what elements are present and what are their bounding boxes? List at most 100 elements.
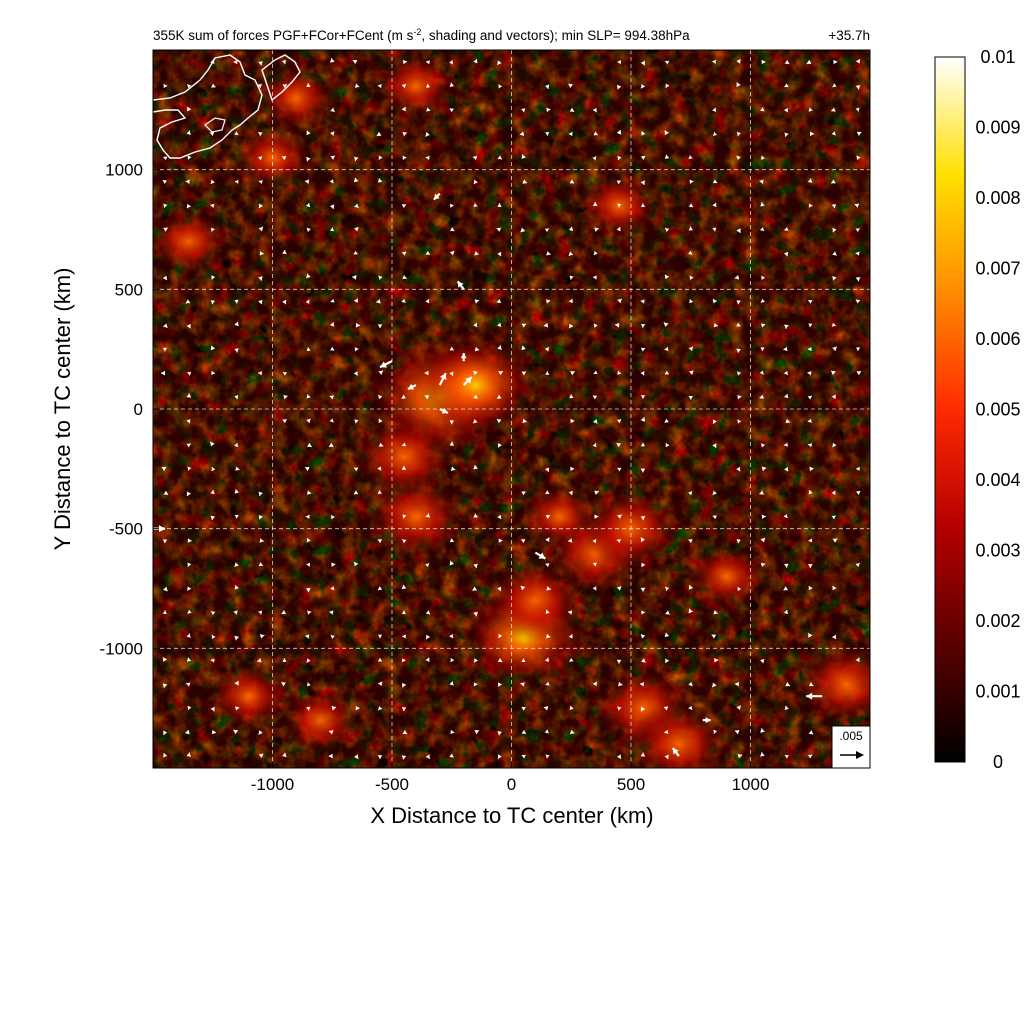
force-vector-head	[521, 108, 526, 113]
force-vector-head	[377, 681, 383, 687]
force-vector-head	[760, 537, 765, 543]
force-vector-head	[425, 250, 430, 255]
force-vector-head	[187, 106, 192, 112]
force-vector-head	[713, 729, 718, 734]
force-vector-head	[546, 107, 551, 113]
force-vector-head	[545, 515, 550, 520]
force-vector-head	[760, 107, 765, 112]
force-vector-head	[832, 346, 837, 352]
force-vector-head	[257, 84, 263, 89]
force-vector-head	[808, 730, 814, 735]
force-vector-head	[449, 203, 454, 208]
force-vector-head	[234, 179, 239, 184]
force-vector-head	[761, 155, 765, 160]
force-vector-head	[616, 586, 622, 591]
force-vector-head	[808, 323, 813, 328]
force-vector-head	[617, 203, 622, 208]
force-vector-head	[663, 706, 669, 711]
force-vector-head	[807, 371, 812, 376]
force-vector-head	[449, 560, 455, 566]
force-vector-head	[426, 107, 431, 112]
force-vector-head	[498, 682, 502, 687]
force-vector-head	[833, 59, 838, 65]
force-vector-head	[305, 706, 311, 711]
force-vector-head	[736, 300, 741, 305]
force-vector-head	[784, 442, 788, 447]
force-vector-head	[664, 632, 670, 638]
force-vector-head	[616, 754, 622, 759]
force-vector-head	[354, 467, 359, 472]
force-vector-head	[497, 754, 502, 759]
force-vector-head	[736, 322, 741, 327]
force-vector-head	[234, 321, 239, 327]
force-vector-head	[832, 251, 837, 256]
force-vector-head	[783, 586, 789, 591]
heatmap-hotspots	[153, 53, 870, 768]
force-vector-head	[424, 370, 429, 376]
force-vector-head	[353, 371, 358, 376]
force-vector-head	[306, 130, 311, 136]
reference-vector-box	[831, 725, 871, 769]
force-vector-head	[306, 273, 311, 279]
force-vector-head	[593, 370, 598, 375]
force-vector-head	[808, 633, 813, 638]
force-vector-head	[688, 395, 693, 400]
force-vector-head	[856, 490, 861, 496]
force-vector-head	[832, 442, 837, 448]
force-vector-head	[211, 83, 216, 88]
force-vector-head	[593, 275, 597, 280]
force-vector-head	[472, 586, 478, 591]
x-tick-label: -500	[375, 775, 409, 794]
force-vector-head	[473, 59, 478, 64]
force-vector-head	[689, 299, 694, 304]
force-vector-head	[569, 705, 574, 710]
force-vector-head	[281, 59, 286, 64]
force-vector-head	[617, 155, 622, 161]
force-vector-head	[306, 156, 311, 162]
force-vector-head	[712, 179, 718, 184]
force-vector-head	[809, 466, 814, 472]
force-vector-head	[497, 394, 502, 399]
force-vector-head	[439, 373, 447, 381]
force-vector-head	[329, 322, 335, 327]
force-vector-head	[425, 610, 430, 615]
force-vector-head	[640, 155, 646, 160]
force-vector-head	[641, 634, 646, 639]
force-vector-head	[187, 155, 192, 160]
force-vector-head	[163, 490, 169, 495]
force-vector-head	[808, 443, 813, 448]
force-vector-head	[211, 729, 216, 735]
force-vector-head	[688, 370, 694, 375]
force-vector-head	[306, 682, 311, 687]
force-vector-head	[465, 377, 472, 384]
force-vector-head	[472, 155, 478, 161]
force-vector-head	[402, 514, 407, 519]
force-vector-head	[616, 419, 622, 424]
heatmap-hotspot	[354, 415, 454, 498]
colorbar-gradient	[934, 56, 966, 763]
force-vector-head	[281, 610, 286, 615]
force-vector-head	[761, 466, 767, 472]
force-vector-head	[832, 538, 838, 543]
force-vector-head	[306, 658, 311, 663]
force-vector-head	[186, 633, 191, 638]
force-vector-head	[449, 60, 453, 65]
coastline-path	[153, 54, 263, 159]
force-vector-head	[401, 106, 406, 112]
force-vector-head	[474, 658, 479, 663]
force-vector-head	[761, 514, 766, 520]
force-vector-head	[640, 299, 645, 304]
force-vector-head	[521, 491, 526, 496]
force-vector-head	[855, 277, 861, 282]
force-vector-head	[663, 322, 669, 328]
heatmap-hotspot	[520, 484, 598, 549]
force-vector-head	[497, 322, 502, 327]
force-vector-head	[761, 59, 766, 65]
force-vector-head	[568, 298, 573, 304]
force-vector-head	[688, 346, 693, 352]
force-vector-head	[688, 491, 692, 496]
force-vector-head	[640, 371, 645, 376]
colorbar-tick-label: 0.001	[975, 682, 1020, 702]
force-vector-head	[401, 610, 406, 615]
force-vector-head	[234, 585, 239, 590]
